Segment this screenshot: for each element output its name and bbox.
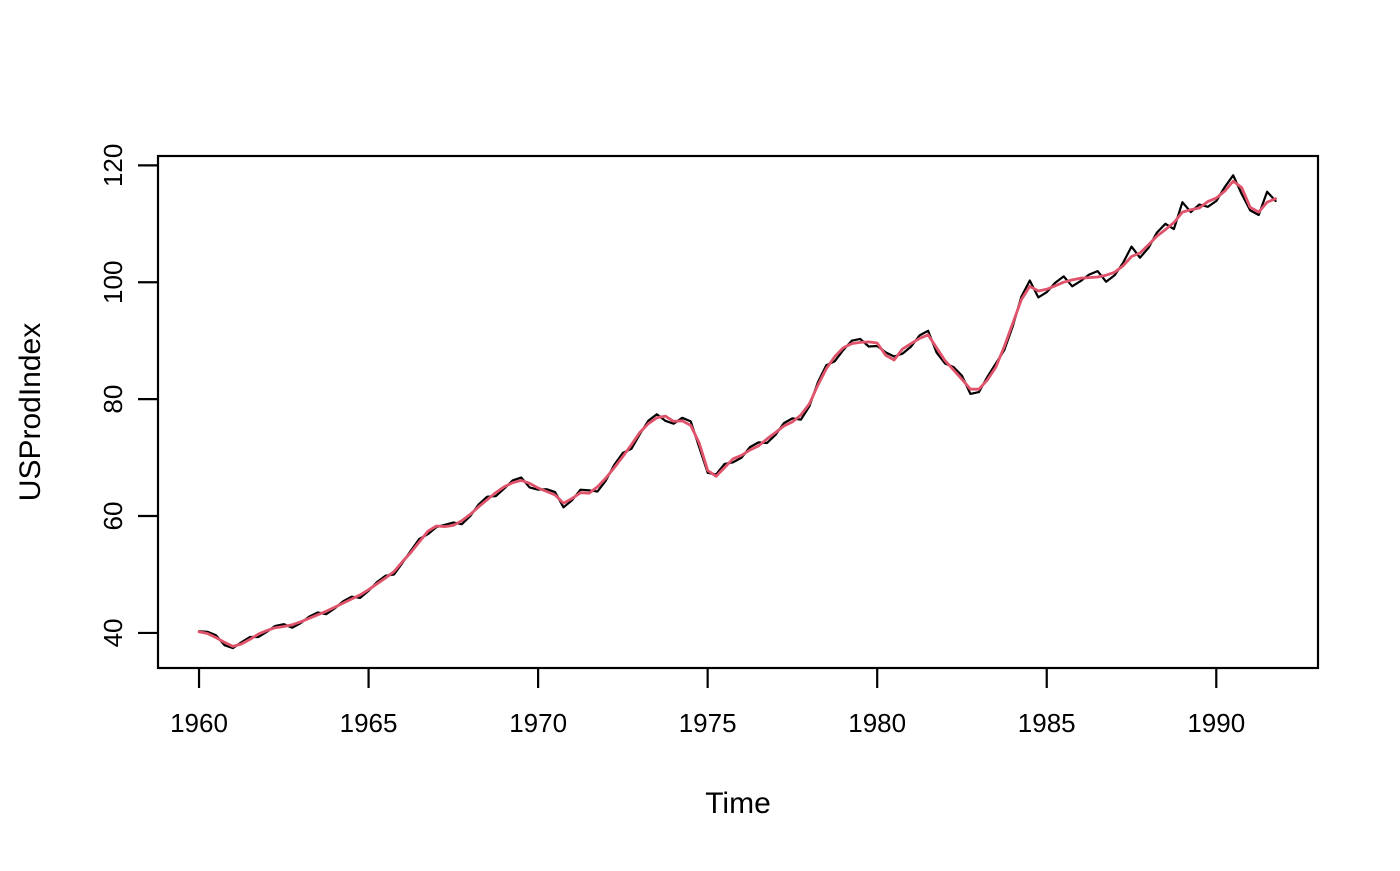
x-tick-label: 1985 — [1018, 708, 1076, 738]
x-tick-label: 1980 — [848, 708, 906, 738]
x-tick-label: 1960 — [170, 708, 228, 738]
x-tick-label: 1970 — [509, 708, 567, 738]
y-axis-title: USProdIndex — [14, 323, 47, 501]
plot-border — [156, 154, 1320, 670]
unadjusted-series-line — [197, 174, 1277, 650]
y-tick-label: 60 — [98, 502, 128, 531]
axis-ticks: 1960 1965 1970 1975 1980 1985 1990 40 60 80 100 120 — [98, 144, 1245, 738]
adjusted-series-line — [197, 179, 1277, 648]
y-tick-label: 40 — [98, 618, 128, 647]
x-axis-title: Time — [705, 787, 771, 820]
y-tick-label: 120 — [98, 144, 128, 187]
y-tick-label: 100 — [98, 261, 128, 304]
x-tick-label: 1965 — [340, 708, 398, 738]
series-lines — [197, 174, 1277, 650]
x-tick-label: 1990 — [1187, 708, 1245, 738]
y-tick-label: 80 — [98, 385, 128, 414]
x-tick-label: 1975 — [679, 708, 737, 738]
